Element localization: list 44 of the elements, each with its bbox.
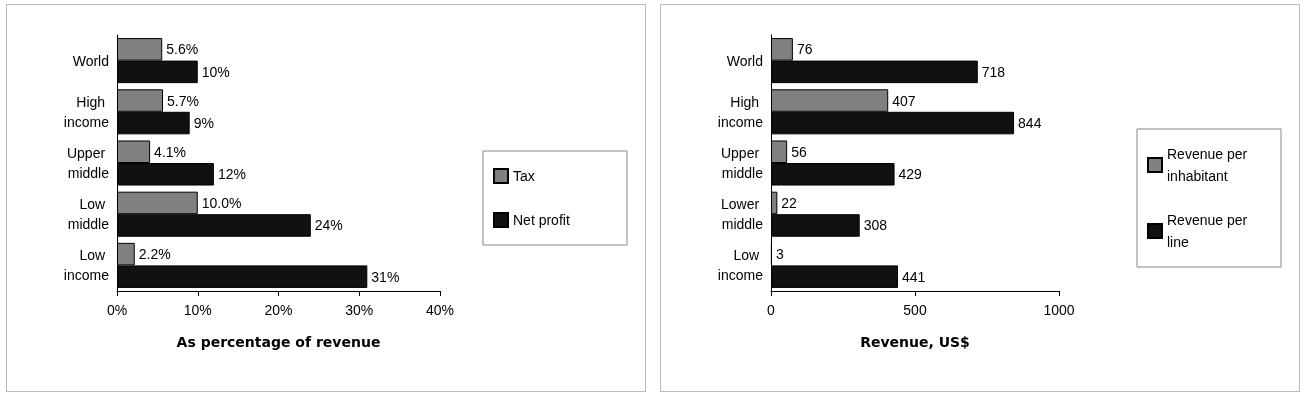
data-label: 10.0% <box>201 194 242 211</box>
data-label: 407 <box>892 92 916 109</box>
x-tick-label: 1000 <box>1043 302 1075 318</box>
y-tick-label: Low middle <box>67 196 110 233</box>
y-tick-label: Low income <box>63 247 110 284</box>
x-tick-label: 30% <box>345 302 374 318</box>
data-label: 308 <box>863 217 888 234</box>
x-tick-label: 0 <box>767 302 776 318</box>
legend-label: Revenue per inhabitant <box>1167 146 1252 184</box>
x-tick-label: 20% <box>264 302 293 318</box>
data-label: 24% <box>314 217 343 234</box>
data-label: 10% <box>201 63 230 80</box>
legend-label: Tax <box>513 168 535 184</box>
data-label: 429 <box>898 166 923 183</box>
data-label: 5.7% <box>167 92 199 109</box>
y-tick-label: High income <box>717 93 764 130</box>
x-tick-label: 10% <box>183 302 212 318</box>
data-label: 31% <box>371 268 400 285</box>
y-tick-label: World <box>726 52 763 69</box>
data-label: 22 <box>781 194 798 211</box>
x-axis-title: Revenue, US$ <box>860 334 970 350</box>
x-tick-label: 40% <box>425 302 455 318</box>
data-label: 12% <box>217 166 246 183</box>
data-label: 76 <box>796 41 813 58</box>
x-tick-label: 0% <box>106 302 128 318</box>
data-label: 2.2% <box>138 246 171 263</box>
x-tick-label: 500 <box>903 302 927 318</box>
data-label: 4.1% <box>154 143 187 160</box>
legend-label: Revenue per line <box>1167 212 1252 250</box>
y-tick-label: Low income <box>717 247 764 284</box>
data-label: 718 <box>981 63 1006 80</box>
y-tick-label: World <box>72 52 109 69</box>
x-axis-title: As percentage of revenue <box>176 334 381 350</box>
data-label: 5.6% <box>166 41 199 58</box>
y-tick-label: Upper middle <box>720 145 764 181</box>
data-label: 9% <box>193 115 214 132</box>
data-label: 3 <box>775 246 784 263</box>
y-tick-label: High income <box>63 93 110 130</box>
data-label: 441 <box>902 268 926 285</box>
y-tick-label: Upper middle <box>66 145 110 181</box>
data-label: 56 <box>791 143 807 160</box>
y-tick-label: Lower middle <box>720 196 764 233</box>
legend-label: Net profit <box>513 212 570 228</box>
data-label: 844 <box>1018 115 1042 132</box>
